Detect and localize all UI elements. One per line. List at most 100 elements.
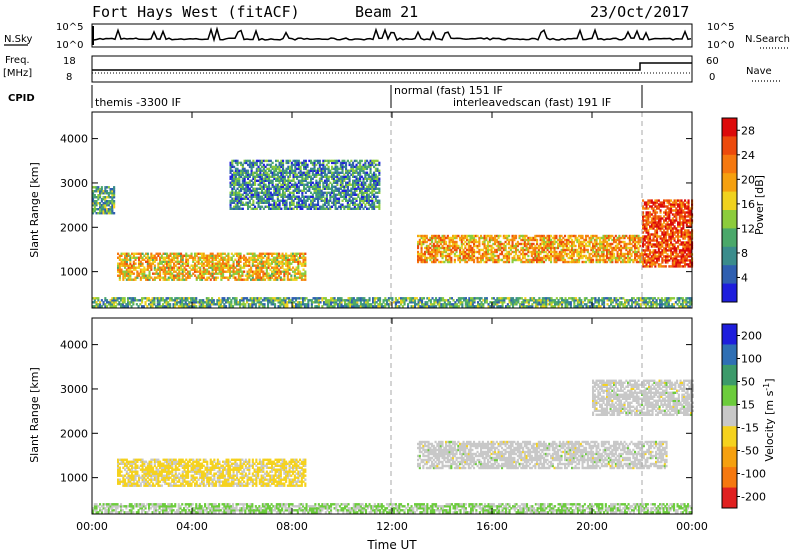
heatmap-cell xyxy=(142,305,145,308)
heatmap-cell xyxy=(296,183,299,186)
heatmap-cell xyxy=(130,299,133,302)
heatmap-cell xyxy=(178,278,181,281)
heatmap-cell xyxy=(290,274,293,277)
heatmap-cell xyxy=(252,171,255,174)
heatmap-cell xyxy=(271,207,274,210)
heatmap-cell xyxy=(155,297,158,300)
heatmap-cell xyxy=(104,188,107,191)
heatmap-cell xyxy=(264,173,267,176)
heatmap-cell xyxy=(281,254,284,257)
heatmap-cell xyxy=(191,305,194,308)
heatmap-cell xyxy=(459,303,462,306)
heatmap-cell xyxy=(150,256,153,259)
heatmap-cell xyxy=(285,264,288,267)
heatmap-cell xyxy=(185,254,188,257)
heatmap-cell xyxy=(198,301,201,304)
heatmap-cell xyxy=(160,297,163,300)
heatmap-cell xyxy=(272,297,275,300)
heatmap-cell xyxy=(278,161,281,165)
heatmap-cell xyxy=(274,297,277,300)
heatmap-cell xyxy=(400,303,403,306)
heatmap-cell xyxy=(434,234,437,238)
heatmap-cell xyxy=(272,258,275,261)
heatmap-cell xyxy=(139,264,142,267)
heatmap-cell xyxy=(199,262,202,265)
heatmap-cell xyxy=(209,299,212,302)
heatmap-cell xyxy=(257,175,260,178)
heatmap-cell xyxy=(202,252,205,255)
heatmap-cell xyxy=(279,303,282,306)
heatmap-cell xyxy=(517,301,520,304)
heatmap-cell xyxy=(113,202,116,205)
heatmap-cell xyxy=(252,165,255,169)
heatmap-cell xyxy=(247,183,250,186)
heatmap-cell xyxy=(401,299,404,302)
heatmap-cell xyxy=(650,297,653,300)
heatmap-cell xyxy=(431,260,434,264)
heatmap-cell xyxy=(178,260,181,263)
heatmap-cell xyxy=(243,159,246,163)
heatmap-cell xyxy=(524,305,527,308)
heatmap-cell xyxy=(253,252,256,255)
heatmap-cell xyxy=(124,256,127,259)
heatmap-cell xyxy=(231,161,234,165)
heatmap-cell xyxy=(211,270,214,273)
heatmap-cell xyxy=(167,258,170,261)
heatmap-cell xyxy=(445,246,448,250)
heatmap-cell xyxy=(676,303,679,306)
heatmap-cell xyxy=(557,252,560,256)
heatmap-cell xyxy=(220,258,223,261)
heatmap-cell xyxy=(205,303,208,306)
heatmap-cell xyxy=(278,262,281,265)
heatmap-cell xyxy=(340,299,343,302)
heatmap-cell xyxy=(132,264,135,267)
heatmap-cell xyxy=(257,195,260,198)
heatmap-cell xyxy=(236,260,239,263)
heatmap-cell xyxy=(667,297,670,300)
heatmap-cell xyxy=(344,299,347,302)
heatmap-cell xyxy=(550,305,553,308)
heatmap-cell xyxy=(344,303,347,306)
heatmap-cell xyxy=(247,169,250,172)
heatmap-cell xyxy=(238,199,241,202)
heatmap-cell xyxy=(606,303,609,306)
heatmap-cell xyxy=(202,274,205,277)
heatmap-cell xyxy=(234,205,237,208)
heatmap-cell xyxy=(441,260,444,264)
heatmap-cell xyxy=(464,301,467,304)
heatmap-cell xyxy=(211,264,214,267)
heatmap-cell xyxy=(183,274,186,277)
heatmap-cell xyxy=(331,183,334,186)
heatmap-cell xyxy=(281,266,284,269)
heatmap-cell xyxy=(306,195,309,198)
heatmap-cell xyxy=(611,305,614,308)
heatmap-cell xyxy=(262,193,265,196)
heatmap-cell xyxy=(341,195,344,198)
heatmap-cell xyxy=(234,169,237,172)
heatmap-cell xyxy=(522,299,525,302)
heatmap-cell xyxy=(304,274,307,277)
heatmap-cell xyxy=(603,305,606,308)
heatmap-cell xyxy=(497,240,500,244)
heatmap-cell xyxy=(237,258,240,261)
heatmap-cell xyxy=(638,305,641,308)
heatmap-cell xyxy=(155,305,158,308)
heatmap-cell xyxy=(129,260,132,263)
heatmap-cell xyxy=(184,301,187,304)
heatmap-cell xyxy=(272,260,275,263)
heatmap-cell xyxy=(99,303,102,306)
heatmap-cell xyxy=(241,203,244,206)
heatmap-cell xyxy=(288,254,291,257)
heatmap-cell xyxy=(282,159,285,163)
heatmap-cell xyxy=(247,193,250,196)
heatmap-cell xyxy=(132,303,135,306)
heatmap-cell xyxy=(279,278,282,281)
heatmap-cell xyxy=(290,258,293,261)
heatmap-cell xyxy=(281,260,284,263)
heatmap-cell xyxy=(114,301,117,304)
heatmap-cell xyxy=(515,297,518,300)
heatmap-cell xyxy=(229,175,232,178)
heatmap-cell xyxy=(538,303,541,306)
heatmap-cell xyxy=(252,175,255,178)
heatmap-cell xyxy=(223,305,226,308)
